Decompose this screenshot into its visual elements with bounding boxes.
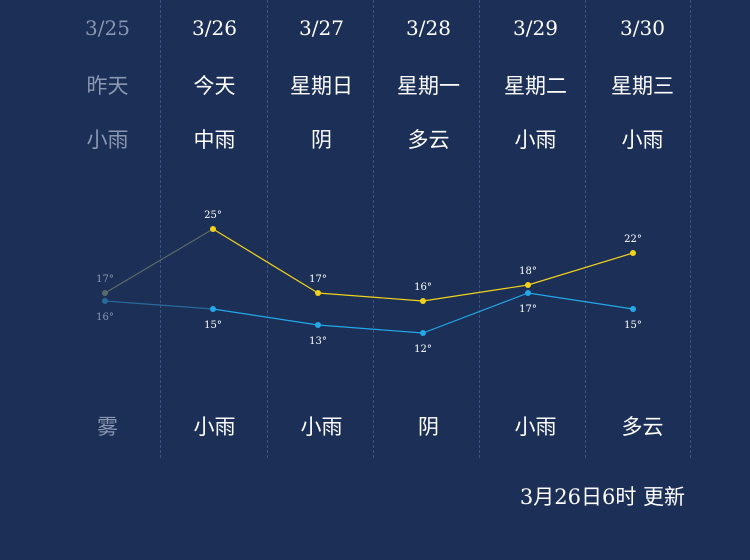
weekday-label: 昨天: [86, 74, 129, 98]
night-condition: 小雨: [193, 415, 236, 439]
weekday-label: 星期日: [290, 74, 353, 98]
date-label: 3/29: [513, 16, 558, 40]
low-temp-label: 15°: [204, 320, 222, 331]
low-temp-segment: [212, 308, 319, 326]
date-label: 3/26: [192, 16, 237, 40]
low-temp-point: [102, 298, 108, 304]
low-temp-point: [315, 322, 321, 328]
high-temp-segment: [104, 228, 214, 294]
high-temp-label: 17°: [96, 274, 114, 285]
date-label: 3/27: [299, 16, 344, 40]
high-temp-point: [210, 226, 216, 232]
weekday-label: 今天: [193, 74, 236, 98]
night-condition: 小雨: [514, 415, 557, 439]
night-condition: 多云: [621, 415, 664, 439]
high-temp-label: 18°: [519, 266, 537, 277]
high-temp-point: [420, 298, 426, 304]
column-divider: [690, 0, 691, 458]
high-temp-segment: [422, 284, 529, 302]
day-condition: 小雨: [621, 128, 664, 152]
low-temp-label: 16°: [96, 312, 114, 323]
weekday-label: 星期二: [504, 74, 567, 98]
low-temp-segment: [527, 292, 634, 310]
low-temp-segment: [422, 292, 529, 334]
low-temp-point: [210, 306, 216, 312]
day-condition: 中雨: [193, 128, 236, 152]
day-condition: 阴: [311, 128, 332, 152]
date-label: 3/28: [406, 16, 451, 40]
update-timestamp: 3月26日6时 更新: [519, 485, 685, 509]
temperature-chart: 17° 25° 17° 16° 18° 22° 16° 15° 13° 12° 17° 15°: [96, 210, 642, 355]
low-temp-label: 13°: [309, 336, 327, 347]
low-temp-label: 15°: [624, 320, 642, 331]
day-condition: 小雨: [514, 128, 557, 152]
high-temp-point: [315, 290, 321, 296]
high-temp-label: 25°: [204, 210, 222, 221]
date-label: 3/25: [85, 16, 130, 40]
column-divider: [373, 0, 374, 458]
column-divider: [479, 0, 480, 458]
low-temp-segment: [317, 324, 424, 334]
day-condition: 小雨: [86, 128, 129, 152]
high-temp-segment: [317, 292, 424, 302]
column-divider: [585, 0, 586, 458]
low-temp-point: [420, 330, 426, 336]
high-temp-segment: [212, 228, 319, 294]
high-temp-label: 17°: [309, 274, 327, 285]
column-divider: [267, 0, 268, 458]
low-temp-point: [630, 306, 636, 312]
weekday-label: 星期一: [397, 74, 460, 98]
low-temp-point: [525, 290, 531, 296]
high-temp-label: 22°: [624, 234, 642, 245]
low-temp-label: 17°: [519, 304, 537, 315]
low-temp-label: 12°: [414, 344, 432, 355]
night-condition: 小雨: [300, 415, 343, 439]
date-label: 3/30: [620, 16, 665, 40]
low-temp-segment: [104, 300, 214, 310]
night-condition: 阴: [418, 415, 439, 439]
column-divider: [160, 0, 161, 458]
weekday-label: 星期三: [611, 74, 674, 98]
high-temp-point: [525, 282, 531, 288]
high-temp-point: [630, 250, 636, 256]
day-condition: 多云: [407, 128, 450, 152]
night-condition: 雾: [97, 415, 118, 439]
high-temp-point: [102, 290, 108, 296]
high-temp-label: 16°: [414, 282, 432, 293]
high-temp-segment: [527, 252, 634, 286]
